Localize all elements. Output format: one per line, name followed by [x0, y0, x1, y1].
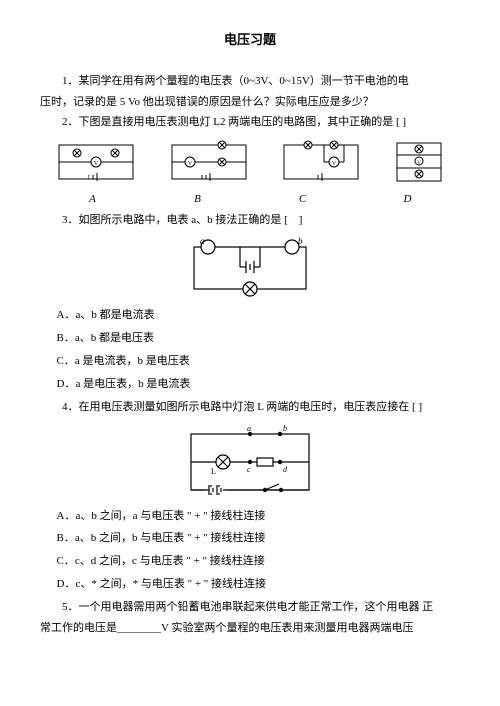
- svg-text:V: V: [417, 161, 421, 166]
- svg-text:V: V: [94, 161, 99, 167]
- q5-line1: 5．一个用电器需用两个铅蓄电池串联起来供电才能正常工作，这个用电器 正: [40, 597, 460, 618]
- q4-opt-b: B．a、b 之间，b 与电压表 " + " 接线柱连接: [40, 528, 460, 549]
- q1-line1: 1．某同学在用有两个量程的电压表（0~3V、0~15V）测一节干电池的电: [40, 71, 460, 92]
- q3-opt-c: C．a 是电流表，b 是电压表: [40, 351, 460, 372]
- q4-opt-c: C．c、d 之间，c 与电压表 " + " 接线柱连接: [40, 551, 460, 572]
- circuit-q3-icon: a b: [180, 237, 320, 299]
- q4-opt-d: D．c、* 之间，* 与电压表 " + " 接线柱连接: [40, 574, 460, 595]
- q5-line2: 常工作的电压是________V 实验室两个量程的电压表用来测量用电器两端电压: [40, 618, 460, 639]
- circuit-q4-icon: L a b c d: [175, 424, 325, 500]
- svg-text:d: d: [283, 465, 288, 474]
- q2-labels: A B C D: [40, 189, 460, 210]
- svg-text:a: a: [200, 237, 205, 246]
- svg-text:b: b: [283, 424, 287, 433]
- q3-diagram: a b: [40, 237, 460, 299]
- q3-opt-a: A．a、b 都是电流表: [40, 305, 460, 326]
- q4-diagram: L a b c d: [40, 424, 460, 500]
- circuit-a-icon: V: [53, 139, 139, 185]
- q3-opt-b: B．a、b 都是电压表: [40, 328, 460, 349]
- svg-text:b: b: [298, 237, 303, 246]
- circuit-c-icon: V: [278, 139, 364, 185]
- q2-label-c: C: [263, 189, 343, 210]
- q1-line2: 压时，记录的是 5 Vo 他出现错误的原因是什么？实际电压应是多少？: [40, 92, 460, 113]
- q2-diagrams: V V V: [40, 139, 460, 185]
- page: 电压习题 1．某同学在用有两个量程的电压表（0~3V、0~15V）测一节干电池的…: [0, 0, 500, 659]
- svg-text:c: c: [247, 465, 251, 474]
- q3-opt-d: D．a 是电压表，b 是电流表: [40, 374, 460, 395]
- svg-text:a: a: [247, 424, 251, 433]
- svg-text:V: V: [188, 161, 193, 167]
- q3-text: 3．如图所示电路中，电表 a、b 接法正确的是 [ ]: [40, 210, 460, 231]
- circuit-d-icon: V: [391, 139, 447, 185]
- q4-text: 4．在用电压表测量如图所示电路中灯泡 L 两端的电压时，电压表应接在 [ ]: [40, 397, 460, 418]
- page-title: 电压习题: [40, 28, 460, 53]
- svg-text:V: V: [332, 161, 337, 167]
- q4-opt-a: A．a、b 之间，a 与电压表 " + " 接线柱连接: [40, 506, 460, 527]
- q2-label-d: D: [368, 189, 448, 210]
- q2-label-b: B: [158, 189, 238, 210]
- q2-text: 2．下图是直接用电压表测电灯 L2 两端电压的电路图，其中正确的是 [ ]: [40, 112, 460, 133]
- svg-text:L: L: [211, 467, 216, 476]
- circuit-b-icon: V: [166, 139, 252, 185]
- q2-label-a: A: [53, 189, 133, 210]
